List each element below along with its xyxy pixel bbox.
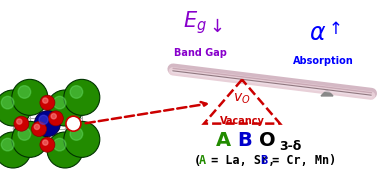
Circle shape [12, 121, 48, 157]
Circle shape [53, 96, 66, 109]
Circle shape [1, 138, 14, 151]
Circle shape [64, 121, 100, 157]
Circle shape [31, 122, 46, 137]
Circle shape [43, 98, 48, 103]
Circle shape [70, 86, 83, 98]
Circle shape [47, 90, 83, 126]
Text: Absorption: Absorption [293, 56, 353, 66]
Text: ↓: ↓ [209, 18, 225, 36]
Circle shape [66, 116, 81, 131]
Text: = La, Sr,: = La, Sr, [204, 155, 282, 167]
Circle shape [40, 137, 55, 152]
Circle shape [47, 132, 83, 168]
Text: O: O [259, 130, 275, 150]
Circle shape [48, 111, 63, 126]
Circle shape [18, 86, 31, 98]
Circle shape [43, 140, 48, 145]
Circle shape [40, 95, 55, 110]
Text: $v_O$: $v_O$ [233, 92, 251, 106]
Text: = Cr, Mn): = Cr, Mn) [265, 155, 336, 167]
Text: Band Gap: Band Gap [174, 48, 226, 58]
Text: B: B [238, 130, 253, 150]
Circle shape [18, 128, 31, 140]
Circle shape [34, 124, 40, 130]
Polygon shape [321, 90, 333, 96]
Text: $E_g$: $E_g$ [183, 10, 207, 36]
Text: (: ( [194, 155, 201, 167]
Text: Vacancy: Vacancy [220, 116, 265, 126]
Circle shape [14, 116, 29, 131]
Text: 3-δ: 3-δ [279, 140, 301, 153]
Circle shape [53, 138, 66, 151]
Circle shape [1, 96, 14, 109]
Circle shape [34, 111, 60, 137]
Circle shape [0, 132, 31, 168]
Text: A: A [199, 155, 206, 167]
Text: B: B [260, 155, 267, 167]
Text: $\alpha$: $\alpha$ [309, 21, 327, 45]
Circle shape [51, 114, 56, 119]
Circle shape [0, 90, 31, 126]
Circle shape [17, 119, 22, 124]
Circle shape [12, 79, 48, 115]
Text: ↑: ↑ [329, 20, 343, 38]
Circle shape [39, 115, 48, 124]
Circle shape [70, 128, 83, 140]
Circle shape [64, 79, 100, 115]
Text: A: A [215, 130, 231, 150]
